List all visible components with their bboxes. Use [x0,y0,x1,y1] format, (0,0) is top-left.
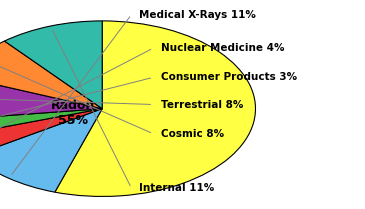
Wedge shape [0,76,102,120]
Text: Terrestrial 8%: Terrestrial 8% [161,99,243,110]
Wedge shape [0,109,102,136]
Wedge shape [4,21,102,109]
Wedge shape [0,41,102,109]
Wedge shape [0,109,102,192]
Wedge shape [55,21,255,196]
Text: Consumer Products 3%: Consumer Products 3% [161,72,297,82]
Text: Internal 11%: Internal 11% [139,183,214,193]
Text: Radon
55%: Radon 55% [51,99,95,127]
Text: Cosmic 8%: Cosmic 8% [161,129,224,139]
Text: Medical X-Rays 11%: Medical X-Rays 11% [139,10,255,20]
Text: Nuclear Medicine 4%: Nuclear Medicine 4% [161,43,284,53]
Wedge shape [0,109,102,156]
